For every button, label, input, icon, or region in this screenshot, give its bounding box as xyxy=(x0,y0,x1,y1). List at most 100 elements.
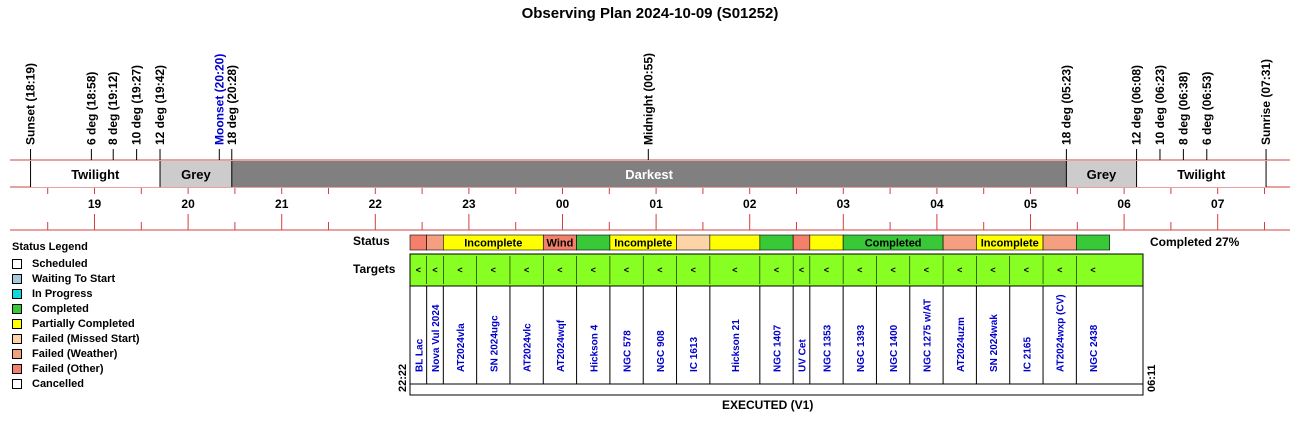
hour-label: 05 xyxy=(1024,197,1038,211)
legend-swatch xyxy=(12,348,22,359)
target-marker: < xyxy=(1090,265,1095,275)
hour-label: 23 xyxy=(462,197,476,211)
target-marker: < xyxy=(657,265,662,275)
band-label: Grey xyxy=(181,167,211,182)
target-marker: < xyxy=(732,265,737,275)
target-name-ic-2165: IC 2165 xyxy=(1022,337,1033,372)
legend-swatch xyxy=(12,318,22,329)
event-label-8-deg-06-38: 8 deg (06:38) xyxy=(1176,72,1190,145)
target-name-hickson-21: Hickson 21 xyxy=(731,319,742,372)
legend-item-scheduled: Scheduled xyxy=(12,256,140,271)
target-name-uv-cet: UV Cet xyxy=(797,339,808,372)
executed-footer: EXECUTED (V1) xyxy=(722,398,814,412)
event-label-midnight-00-55: Midnight (00:55) xyxy=(641,53,655,145)
status-cell-partial xyxy=(809,234,844,251)
legend-label: Failed (Other) xyxy=(32,362,104,375)
event-label-6-deg-06-53: 6 deg (06:53) xyxy=(1200,72,1214,145)
target-names-box xyxy=(409,285,1144,396)
status-cell-missed_start xyxy=(676,234,711,251)
hour-label: 03 xyxy=(837,197,851,211)
target-name-at2024uzm: AT2024uzm xyxy=(956,317,967,372)
event-label-12-deg-19-42: 12 deg (19:42) xyxy=(153,65,167,145)
legend-swatch xyxy=(12,288,22,299)
event-label-6-deg-18-58: 6 deg (18:58) xyxy=(84,72,98,145)
status-cell-text: Incomplete xyxy=(981,238,1039,250)
status-cell-completed xyxy=(576,234,611,251)
event-label-12-deg-06-08: 12 deg (06:08) xyxy=(1130,65,1144,145)
band-label: Darkest xyxy=(625,167,673,182)
status-cell-other xyxy=(409,234,427,251)
target-marker: < xyxy=(1057,265,1062,275)
status-cell-text: Incomplete xyxy=(464,238,522,250)
legend-swatch xyxy=(12,363,22,374)
target-name-at2024wqf: AT2024wqf xyxy=(556,319,567,372)
target-name-at2024vlc: AT2024vlc xyxy=(523,323,534,372)
legend-label: Waiting To Start xyxy=(32,272,116,285)
event-label-sunset-18-19: Sunset (18:19) xyxy=(24,63,38,145)
hour-label: 00 xyxy=(556,197,570,211)
target-name-hickson-4: Hickson 4 xyxy=(589,324,600,372)
band-darkest xyxy=(231,161,1067,187)
page-title: Observing Plan 2024-10-09 (S01252) xyxy=(521,5,779,22)
hour-label: 19 xyxy=(88,197,102,211)
start-time-label: 22:22 xyxy=(397,364,409,392)
completed-percentage: Completed 27% xyxy=(1150,235,1240,249)
legend-item-failed-other: Failed (Other) xyxy=(12,361,140,376)
event-label-18-deg-20-28: 18 deg (20:28) xyxy=(225,65,239,145)
legend-item-partially-completed: Partially Completed xyxy=(12,316,140,331)
event-label-8-deg-19-12: 8 deg (19:12) xyxy=(106,72,120,145)
legend-item-in-progress: In Progress xyxy=(12,286,140,301)
legend-label: Completed xyxy=(32,302,89,315)
event-label-10-deg-06-23: 10 deg (06:23) xyxy=(1153,65,1167,145)
legend-swatch xyxy=(12,303,22,314)
target-name-ngc-1393: NGC 1393 xyxy=(856,324,867,372)
status-cell-weather xyxy=(426,234,444,251)
status-cell-partial xyxy=(709,234,761,251)
legend-label: Scheduled xyxy=(32,257,88,270)
hour-label: 22 xyxy=(369,197,383,211)
event-label-18-deg-05-23: 18 deg (05:23) xyxy=(1059,65,1073,145)
target-name-sn-2024ugc: SN 2024ugc xyxy=(489,315,500,372)
target-marker: < xyxy=(774,265,779,275)
status-cell-weather xyxy=(1042,234,1077,251)
targets-row-label: Targets xyxy=(353,262,396,276)
legend-item-completed: Completed xyxy=(12,301,140,316)
legend-item-failed-missed-start: Failed (Missed Start) xyxy=(12,331,140,346)
target-marker: < xyxy=(491,265,496,275)
band-grey xyxy=(1066,161,1137,187)
legend-label: Cancelled xyxy=(32,377,84,390)
target-marker: < xyxy=(557,265,562,275)
target-name-ngc-908: NGC 908 xyxy=(656,330,667,372)
target-name-at2024vla: AT2024vla xyxy=(456,323,467,372)
status-row-label: Status xyxy=(353,234,390,248)
status-cell-text: Wind xyxy=(547,238,574,250)
event-label-10-deg-19-27: 10 deg (19:27) xyxy=(130,65,144,145)
band-label: Grey xyxy=(1087,167,1117,182)
target-marker: < xyxy=(890,265,895,275)
legend-swatch xyxy=(12,258,22,269)
hour-label: 01 xyxy=(649,197,663,211)
band-grey xyxy=(160,161,232,187)
status-cell-weather xyxy=(942,234,977,251)
status-legend-title: Status Legend xyxy=(12,241,88,253)
target-marker: < xyxy=(824,265,829,275)
status-cell-completed xyxy=(759,234,794,251)
status-cell-other xyxy=(792,234,811,251)
target-marker: < xyxy=(1024,265,1029,275)
band-label: Twilight xyxy=(1177,167,1226,182)
target-marker: < xyxy=(524,265,529,275)
legend-swatch xyxy=(12,273,22,284)
target-name-ngc-1400: NGC 1400 xyxy=(889,324,900,372)
status-cell-completed xyxy=(1076,234,1110,251)
target-name-ngc-1275-w-at: NGC 1275 w/AT xyxy=(922,299,933,372)
legend-swatch xyxy=(12,378,22,389)
target-marker: < xyxy=(624,265,629,275)
status-cell-text: Incomplete xyxy=(614,238,672,250)
event-label-moonset-20-20: Moonset (20:20) xyxy=(212,54,226,145)
hour-label: 20 xyxy=(181,197,195,211)
target-name-ngc-1407: NGC 1407 xyxy=(773,324,784,372)
target-marker: < xyxy=(924,265,929,275)
target-name-sn-2024wak: SN 2024wak xyxy=(989,314,1000,372)
legend-item-cancelled: Cancelled xyxy=(12,376,140,391)
